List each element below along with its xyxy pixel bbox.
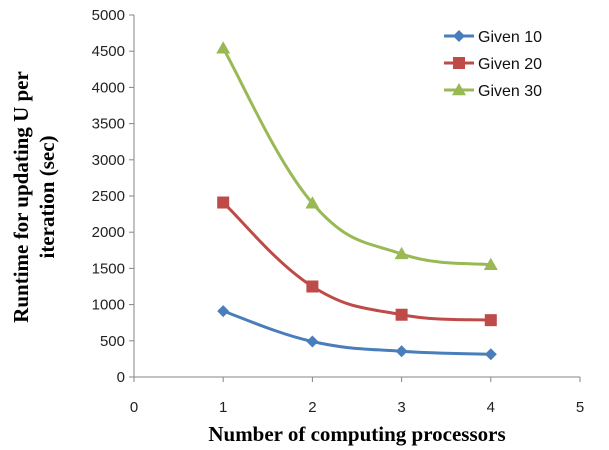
legend-item: Given 20 <box>444 56 542 73</box>
data-point <box>483 257 498 271</box>
legend-item: Given 30 <box>444 83 542 100</box>
series-layer <box>216 41 498 361</box>
y-tick-label: 2000 <box>92 224 125 241</box>
legend-swatch-marker <box>453 30 465 42</box>
y-axis-title-line-1: Runtime for updating U per <box>9 71 33 323</box>
y-tick-label: 1000 <box>92 297 125 314</box>
x-tick-label: 4 <box>487 399 495 416</box>
data-point <box>484 314 497 327</box>
legend-swatch-marker <box>452 83 466 96</box>
legend: Given 10 Given 20 Given 30 <box>444 29 542 100</box>
legend-label: Given 10 <box>478 29 542 46</box>
series-given-20 <box>217 196 497 327</box>
data-point <box>306 335 319 348</box>
data-point <box>217 305 230 318</box>
data-point <box>394 246 409 260</box>
y-tick-label: 5000 <box>92 7 125 24</box>
y-axis-title-line-2: iteration (sec) <box>35 135 59 258</box>
data-point <box>395 345 408 358</box>
data-point <box>395 308 408 321</box>
y-axis-title: Runtime for updating U per iteration (se… <box>9 71 59 323</box>
y-tick-label: 3500 <box>92 116 125 133</box>
y-tick-label: 0 <box>117 369 125 386</box>
x-tick-label: 5 <box>576 399 584 416</box>
x-axis-title: Number of computing processors <box>208 422 505 446</box>
series-line <box>222 309 491 356</box>
legend-swatch-marker <box>453 57 465 69</box>
legend-item: Given 10 <box>444 29 542 46</box>
legend-label: Given 30 <box>478 83 542 100</box>
data-point <box>217 196 230 209</box>
x-ticks: 0 1 2 3 4 5 <box>130 377 584 416</box>
series-given-10 <box>217 305 497 361</box>
y-tick-label: 4500 <box>92 43 125 60</box>
x-tick-label: 1 <box>219 399 227 416</box>
data-point <box>216 41 231 54</box>
series-given-30 <box>216 41 498 271</box>
x-tick-label: 3 <box>397 399 405 416</box>
series-line <box>222 201 491 322</box>
y-tick-label: 2500 <box>92 188 125 205</box>
x-tick-label: 0 <box>130 399 138 416</box>
y-tick-label: 4000 <box>92 79 125 96</box>
y-tick-label: 1500 <box>92 260 125 277</box>
data-point <box>305 196 320 209</box>
y-tick-label: 500 <box>100 333 125 350</box>
series-line <box>221 47 491 267</box>
legend-label: Given 20 <box>478 56 542 73</box>
x-tick-label: 2 <box>308 399 316 416</box>
y-tick-label: 3000 <box>92 152 125 169</box>
data-point <box>484 348 497 361</box>
axes: 0 500 1000 1500 2000 2500 3000 3500 4000 4500 5000… <box>92 7 585 416</box>
data-point <box>306 280 319 293</box>
y-ticks: 0 500 1000 1500 2000 2500 3000 3500 4000 4500 5000 <box>92 7 134 386</box>
